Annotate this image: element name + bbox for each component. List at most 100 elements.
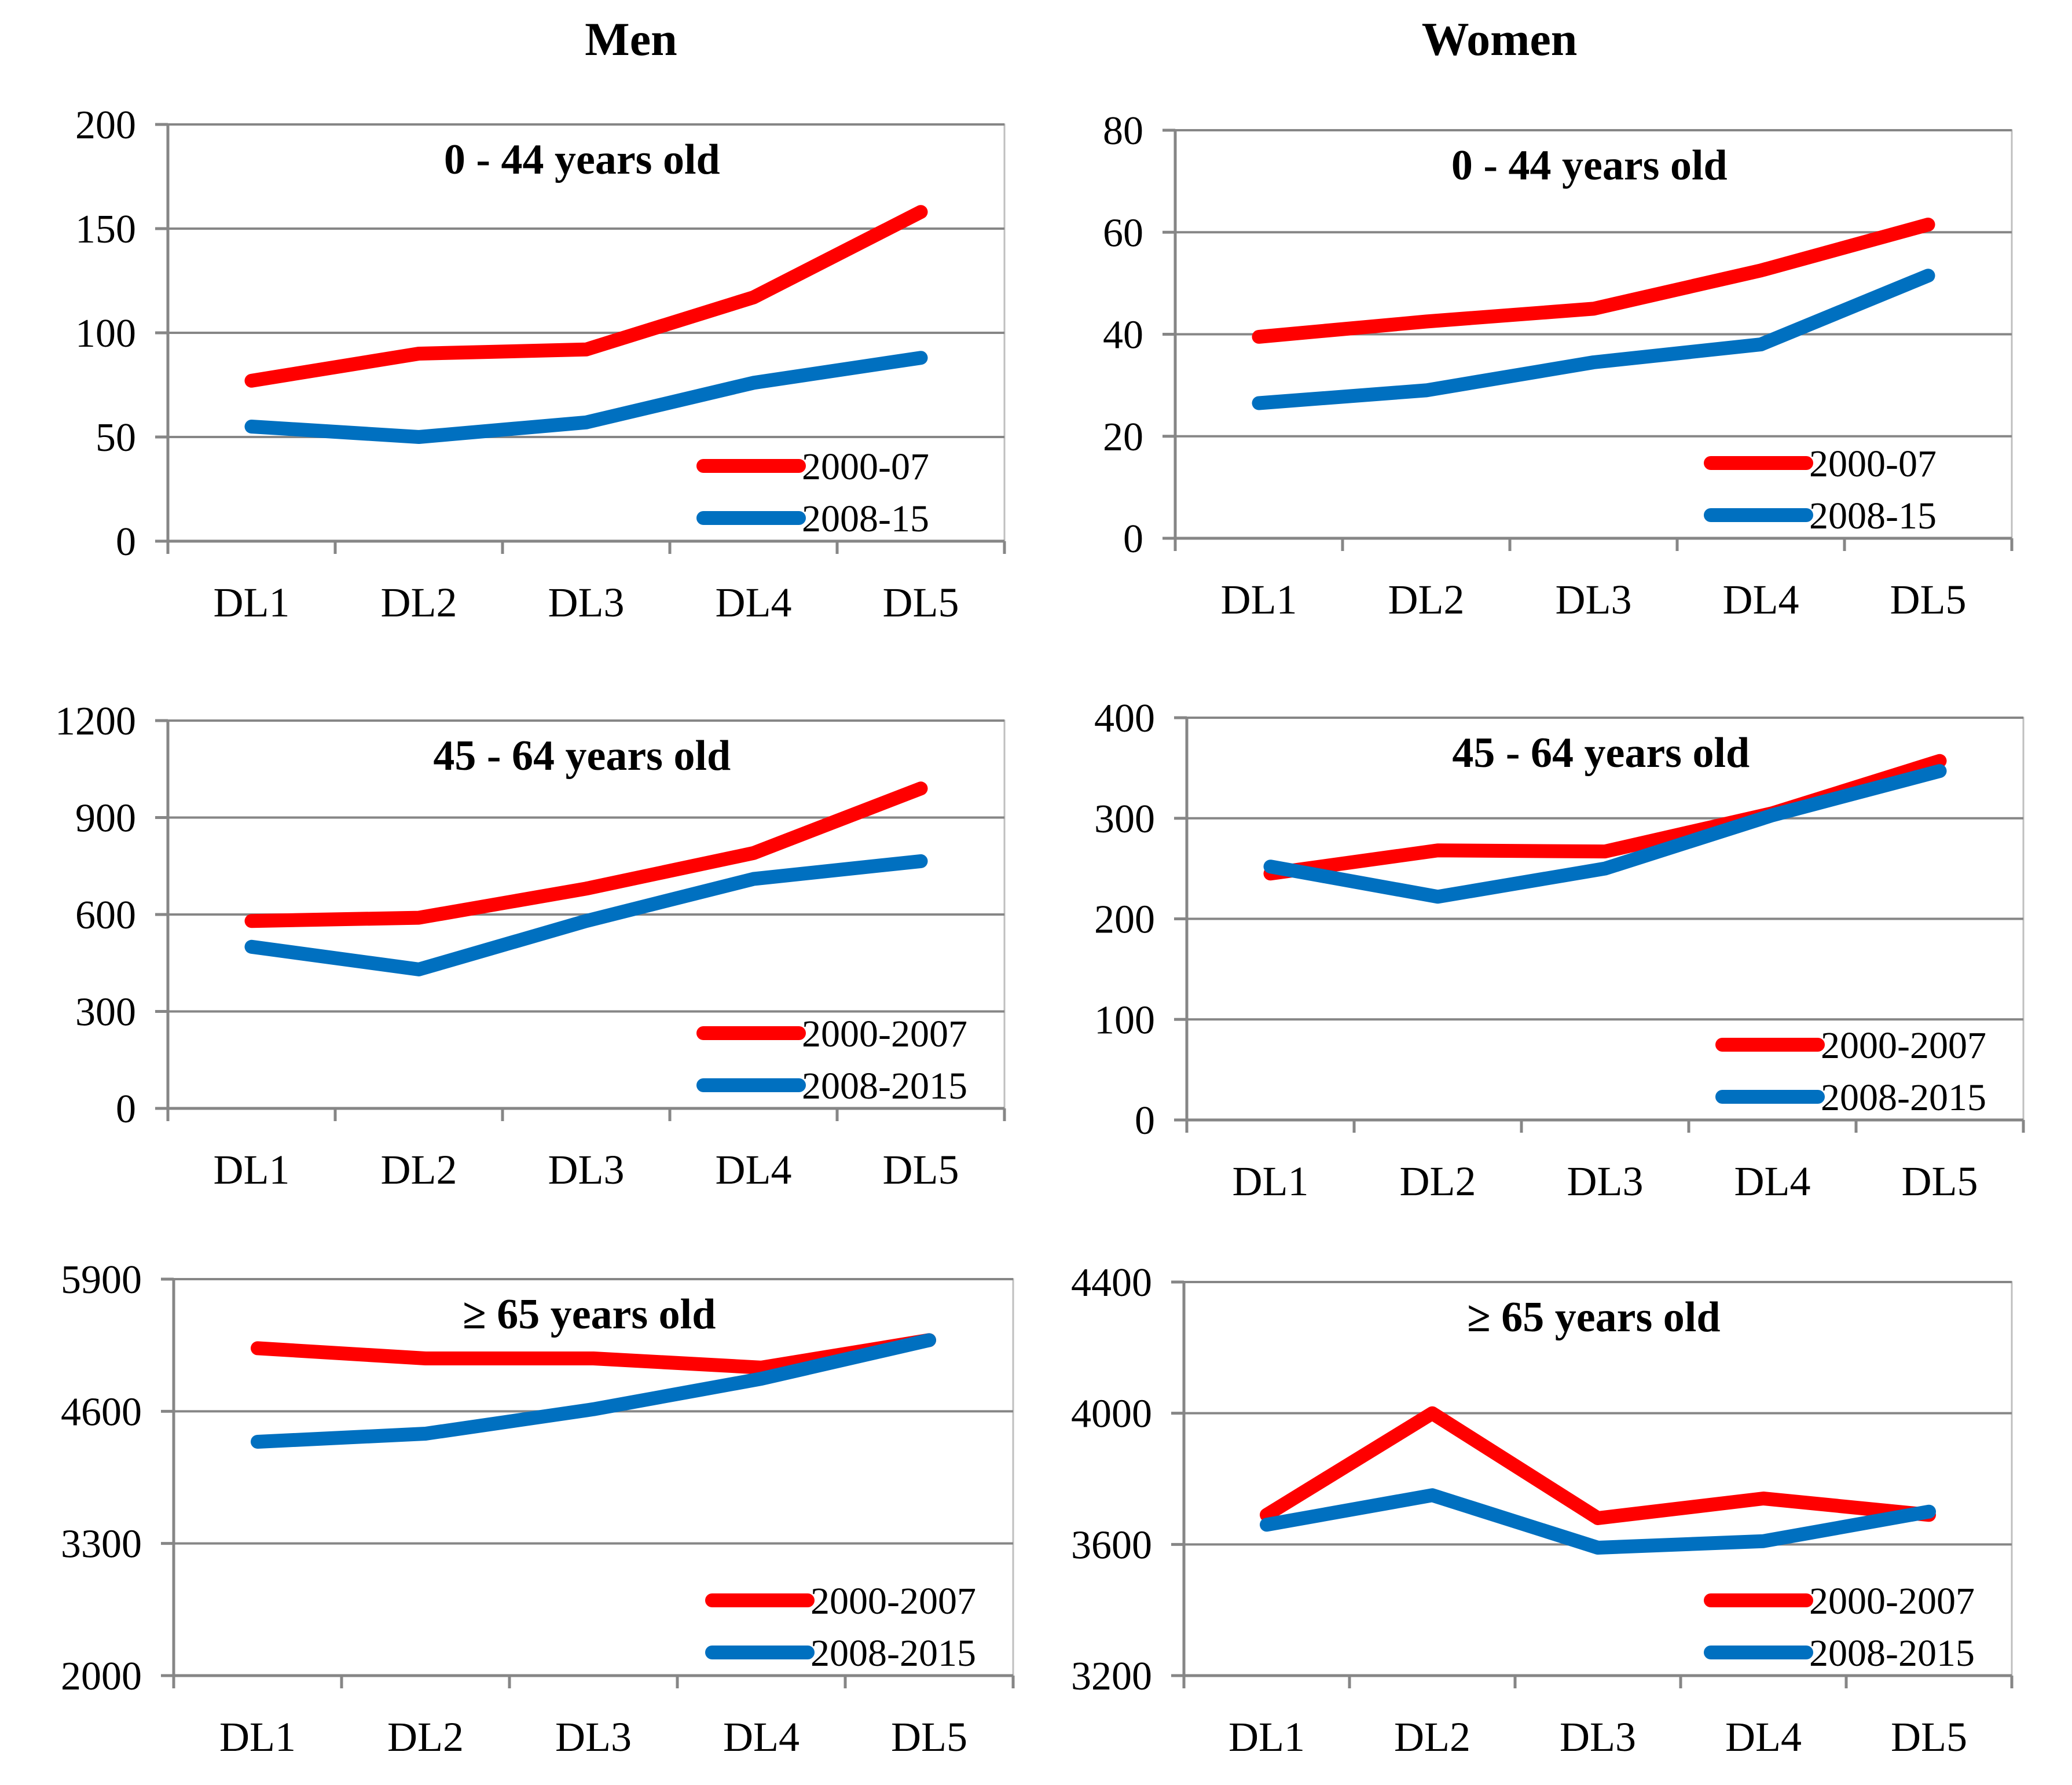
y-tick-label: 4600 (61, 1390, 142, 1434)
x-tick-label: DL5 (883, 579, 959, 626)
y-tick-label: 1200 (55, 699, 136, 744)
column-title-women: Women (1422, 13, 1578, 65)
chart-panel-6: 3200 3600 4000 4400 DL1 DL2 DL3 DL4 DL5 ≥ 65 year… (1071, 1261, 2014, 1760)
data-point (1922, 270, 1934, 282)
data-point (1264, 861, 1277, 873)
data-point (1253, 330, 1265, 343)
y-tick-label: 300 (1094, 797, 1155, 842)
series-line-1 (244, 205, 928, 388)
panel-title: ≥ 65 years old (463, 1291, 716, 1338)
legend-label-2: 2008-2015 (1821, 1077, 1986, 1119)
legend-label-1: 2000-2007 (1821, 1024, 1986, 1067)
chart-panel-3: 0 300 600 900 1200 DL1 DL2 DL3 DL4 DL5 45 - 64 yea… (55, 699, 1006, 1193)
x-tick-label: DL4 (1734, 1158, 1811, 1204)
data-point (588, 1353, 599, 1364)
legend-label-2: 2008-2015 (802, 1065, 967, 1107)
data-point (1261, 1519, 1272, 1531)
data-point (245, 915, 258, 927)
legend-label-2: 2008-15 (1809, 495, 1937, 537)
data-point (1934, 765, 1946, 777)
data-point (1587, 356, 1600, 368)
x-tick-label: DL2 (1394, 1714, 1470, 1760)
x-tick-label: DL3 (1556, 576, 1632, 623)
y-tick-label: 150 (75, 207, 136, 252)
y-tick-label: 40 (1103, 313, 1143, 358)
x-tick-label: DL2 (381, 1147, 457, 1193)
x-tick-label: DL4 (1723, 576, 1799, 623)
data-point (1758, 1493, 1769, 1504)
legend-label-1: 2000-2007 (1809, 1580, 1975, 1622)
x-tick-label: DL4 (723, 1714, 800, 1760)
panel-title: 45 - 64 years old (433, 732, 731, 780)
x-tick-label: DL2 (1388, 576, 1465, 623)
x-tick-label: DL5 (891, 1714, 967, 1760)
x-tick-label: DL5 (1890, 576, 1967, 623)
x-tick-label: DL4 (716, 1147, 792, 1193)
data-point (1758, 1535, 1769, 1547)
x-tick-label: DL3 (548, 1147, 625, 1193)
data-point (245, 941, 258, 953)
data-point (413, 912, 425, 924)
panel-title: 0 - 44 years old (444, 136, 720, 183)
data-point (1432, 844, 1444, 857)
x-tick-label: DL3 (1567, 1158, 1644, 1204)
legend-label-1: 2000-2007 (802, 1013, 967, 1055)
data-point (1766, 809, 1778, 821)
y-tick-label: 5900 (61, 1258, 142, 1302)
x-tick-label: DL2 (381, 579, 457, 626)
y-tick-label: 900 (75, 796, 136, 841)
series-line-1 (244, 781, 928, 928)
y-tick-label: 200 (1094, 898, 1155, 942)
chart-panels: 0 50 100 150 200 DL1 DL2 DL3 DL4 DL5 0 - 44 years … (55, 103, 2025, 1760)
data-point (915, 352, 927, 364)
y-tick-label: 3600 (1071, 1523, 1152, 1567)
x-tick-label: DL2 (387, 1714, 464, 1760)
y-tick-label: 0 (116, 520, 136, 564)
data-point (756, 1361, 767, 1373)
y-tick-label: 3200 (1071, 1654, 1152, 1699)
x-tick-label: DL4 (716, 579, 792, 626)
chart-panel-5: 2000 3300 4600 5900 DL1 DL2 DL3 DL4 DL5 ≥ 65 year… (61, 1258, 1015, 1760)
data-point (420, 1427, 431, 1439)
y-tick-label: 0 (116, 1087, 136, 1132)
data-point (245, 421, 258, 432)
panel-title: ≥ 65 years old (1467, 1294, 1720, 1341)
y-tick-label: 4000 (1071, 1392, 1152, 1437)
y-tick-label: 100 (75, 311, 136, 356)
data-point (252, 1436, 263, 1448)
data-point (588, 1403, 599, 1415)
data-point (1592, 1512, 1604, 1524)
legend-label-1: 2000-2007 (811, 1580, 976, 1622)
y-tick-label: 3300 (61, 1522, 142, 1567)
data-point (580, 883, 592, 895)
data-point (747, 873, 760, 885)
panel-title: 45 - 64 years old (1452, 729, 1750, 777)
x-tick-label: DL1 (1228, 1714, 1305, 1760)
x-tick-label: DL2 (1400, 1158, 1476, 1204)
legend-label-1: 2000-07 (802, 446, 929, 488)
chart-panel-4: 0 100 200 300 400 DL1 DL2 DL3 DL4 DL5 45 - 64 year… (1094, 696, 2025, 1204)
y-tick-label: 200 (75, 103, 136, 148)
data-point (747, 377, 760, 389)
y-tick-label: 0 (1135, 1099, 1155, 1143)
series-line-2 (1252, 269, 1935, 410)
column-title-men: Men (585, 13, 677, 65)
data-point (580, 343, 592, 355)
legend-label-2: 2008-2015 (1809, 1632, 1975, 1674)
data-point (1934, 755, 1946, 767)
x-tick-label: DL4 (1725, 1714, 1802, 1760)
data-point (1923, 1505, 1935, 1518)
data-point (1922, 219, 1934, 231)
data-point (252, 1342, 263, 1354)
data-point (1599, 846, 1611, 858)
x-tick-label: DL1 (214, 579, 290, 626)
data-point (1599, 862, 1611, 875)
x-tick-label: DL5 (1891, 1714, 1967, 1760)
x-tick-label: DL1 (1221, 576, 1297, 623)
data-point (1426, 1489, 1438, 1501)
data-point (580, 416, 592, 428)
legend-label-1: 2000-07 (1809, 443, 1937, 485)
y-tick-label: 50 (96, 416, 136, 460)
data-point (413, 963, 425, 975)
